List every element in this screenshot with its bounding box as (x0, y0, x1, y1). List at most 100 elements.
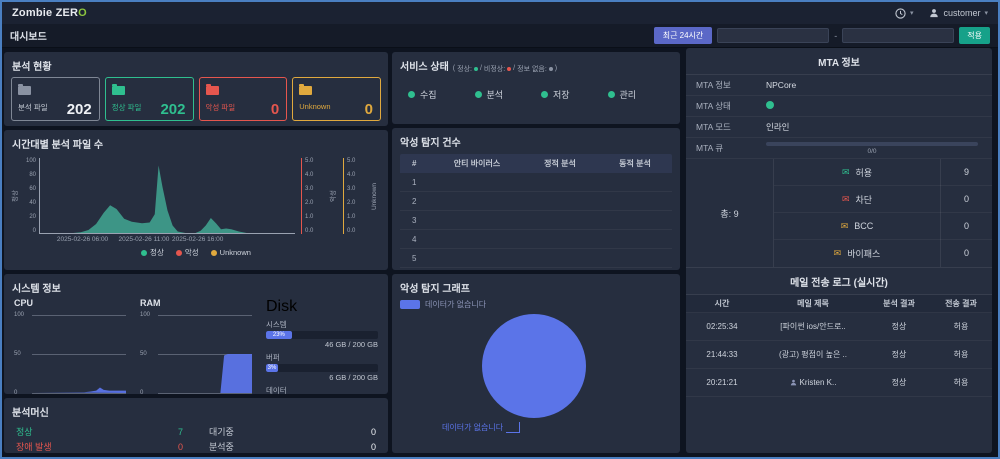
card-analyzed-files: 분석 파일 202 (11, 77, 100, 121)
user-menu[interactable]: customer ▾ (929, 8, 988, 18)
legend-swatch (400, 300, 420, 309)
analysis-status-panel: 분석 현황 분석 파일 202 정상 파일 202 악성 파일 0 (4, 52, 388, 126)
mail-block-icon: ✉ (841, 193, 850, 204)
title-bar: Zombie ZERO ▾ customer ▾ (2, 2, 998, 24)
user-menu-label: customer (943, 8, 981, 18)
legend-label: 데이터가 없습니다 (425, 300, 487, 309)
queue-count: 0/0 (867, 148, 877, 155)
folder-icon (299, 84, 313, 95)
date-to-input[interactable] (842, 28, 955, 43)
disk-progress-bar: 3% (266, 364, 378, 372)
disk-progress-bar: 23% (266, 331, 378, 339)
pie-callout: 데이터가 없습니다 (442, 422, 521, 433)
card-value: 202 (66, 101, 92, 118)
left-axis-label: 정상 (11, 190, 19, 202)
ram-chart: RAM 100 50 0 (140, 298, 252, 394)
mail-allow-icon: ✉ (841, 166, 850, 177)
card-label: 악성 파일 (205, 103, 236, 112)
queue-progress-bar (766, 142, 978, 146)
folder-icon (111, 84, 125, 95)
toolbar: 대시보드 최근 24시간 - 적용 (2, 24, 998, 48)
analysis-machine-panel: 분석머신 정상 7 대기중 0 장애 발생 0 분석중 0 (4, 398, 388, 453)
date-from-input[interactable] (717, 28, 830, 43)
mta-info-panel: MTA 정보 MTA 정보 NPCore MTA 상태 MTA 모드 인라인 M… (686, 48, 992, 453)
folder-icon (205, 84, 219, 95)
range-button[interactable]: 최근 24시간 (653, 27, 713, 44)
area-series-normal (40, 165, 295, 233)
right-axis-unknown: 5.0 4.0 3.0 2.0 1.0 0.0 (343, 158, 368, 234)
hourly-chart-panel: 시간대별 분석 파일 수 정상 100 80 60 40 20 0 2025-02-26 … (4, 130, 388, 270)
service-collect: 수집 (408, 88, 475, 101)
pie-legend: 데이터가 없습니다 (392, 298, 680, 311)
clock-menu[interactable]: ▾ (895, 7, 913, 19)
stat-analyzing: 분석중 0 (209, 441, 376, 453)
card-value: 202 (160, 101, 186, 118)
policy-row-bypass: ✉ 바이패스 0 (774, 240, 992, 267)
date-separator: - (834, 30, 838, 41)
ram-usage-area (159, 354, 252, 393)
service-analyze: 분석 (474, 88, 542, 101)
card-unknown-files: Unknown 0 (292, 77, 381, 121)
card-value: 0 (364, 101, 373, 118)
callout-connector (506, 422, 521, 433)
mail-log-row: 21:44:33 (광고) 평점이 높은 .. 정상 허용 (686, 341, 992, 369)
panel-title: 시스템 정보 (12, 284, 61, 295)
disk-buffer: 버퍼 3% 6 GB / 200 GB (266, 353, 378, 382)
sender-person-icon (790, 379, 796, 386)
status-dot (607, 90, 615, 98)
mail-log-title: 메일 전송 로그 (실시간) (686, 268, 992, 295)
card-normal-files: 정상 파일 202 (104, 77, 194, 121)
cpu-label: CPU (14, 298, 34, 308)
card-label: 정상 파일 (111, 103, 142, 112)
panel-title: MTA 정보 (686, 48, 992, 75)
mail-bcc-icon: ✉ (840, 220, 849, 231)
left-axis-ticks: 100 80 60 40 20 0 (25, 158, 36, 234)
status-dot (408, 90, 415, 98)
clock-icon (895, 7, 906, 19)
detection-graph-panel: 악성 탐지 그래프 데이터가 없습니다 데이터가 없습니다 (392, 274, 680, 453)
mta-status-dot (766, 101, 774, 109)
brand-logo: Zombie ZERO (12, 7, 87, 19)
area-chart-plot (39, 158, 295, 234)
detection-table: # 안티 바이러스 정적 분석 동적 분석 1 2 3 4 5 (400, 154, 672, 268)
status-dot (474, 90, 482, 98)
policy-total: 총: 9 (686, 159, 774, 267)
mail-log-header: 시간 메일 제목 분석 결과 전송 결과 (686, 295, 992, 313)
user-icon (930, 9, 939, 18)
apply-button[interactable]: 적용 (959, 27, 990, 44)
panel-title: 악성 탐지 건수 (400, 138, 461, 149)
status-dot-abnormal (507, 66, 512, 71)
disk-usage: Disk 시스템 23% 46 GB / 200 GB 버퍼 3% 6 GB /… (266, 298, 378, 394)
disk-label: Disk (266, 298, 298, 315)
mail-bypass-icon: ✉ (833, 248, 842, 258)
disk-system: 시스템 23% 46 GB / 200 GB (266, 320, 378, 349)
service-status-panel: 서비스 상태 ( 정상: / 비정상: / 정보 없음: ) 수집 분석 저장 … (392, 52, 680, 124)
mta-info-row: MTA 정보 NPCore (686, 75, 992, 96)
service-status-legend: ( 정상: / 비정상: / 정보 없음: ) (452, 65, 558, 73)
stat-failure: 장애 발생 0 (16, 441, 183, 453)
status-dot (541, 90, 548, 98)
right-axis2-label: Unknown (371, 182, 379, 210)
mta-mode-row: MTA 모드 인라인 (686, 117, 992, 138)
folder-icon (18, 84, 31, 95)
disk-data: 데이터 7% 14 GB / 200 GB (266, 385, 378, 394)
brand-accent: O (78, 7, 87, 19)
card-label: Unknown (299, 102, 331, 111)
table-row: 4 (400, 230, 672, 249)
status-dot-noinfo (548, 66, 553, 71)
mail-log-row: 20:21:21 Kristen K.. 정상 허용 (686, 369, 992, 397)
dashboard-stage: 분석 현황 분석 파일 202 정상 파일 202 악성 파일 0 (2, 48, 998, 457)
table-row: 2 (400, 192, 672, 211)
panel-title: 서비스 상태 (400, 62, 449, 73)
table-row: 3 (400, 211, 672, 230)
detection-count-panel: 악성 탐지 건수 # 안티 바이러스 정적 분석 동적 분석 1 2 3 4 5 (392, 128, 680, 270)
policy-row-bcc: ✉ BCC 0 (774, 212, 992, 240)
pie-chart (482, 314, 586, 418)
stat-waiting: 대기중 0 (209, 426, 376, 438)
table-header: # 안티 바이러스 정적 분석 동적 분석 (400, 154, 672, 173)
breadcrumb: 대시보드 (10, 32, 47, 43)
legend-dot-normal (141, 249, 148, 256)
panel-title: 분석머신 (12, 408, 49, 419)
card-malicious-files: 악성 파일 0 (198, 77, 288, 121)
